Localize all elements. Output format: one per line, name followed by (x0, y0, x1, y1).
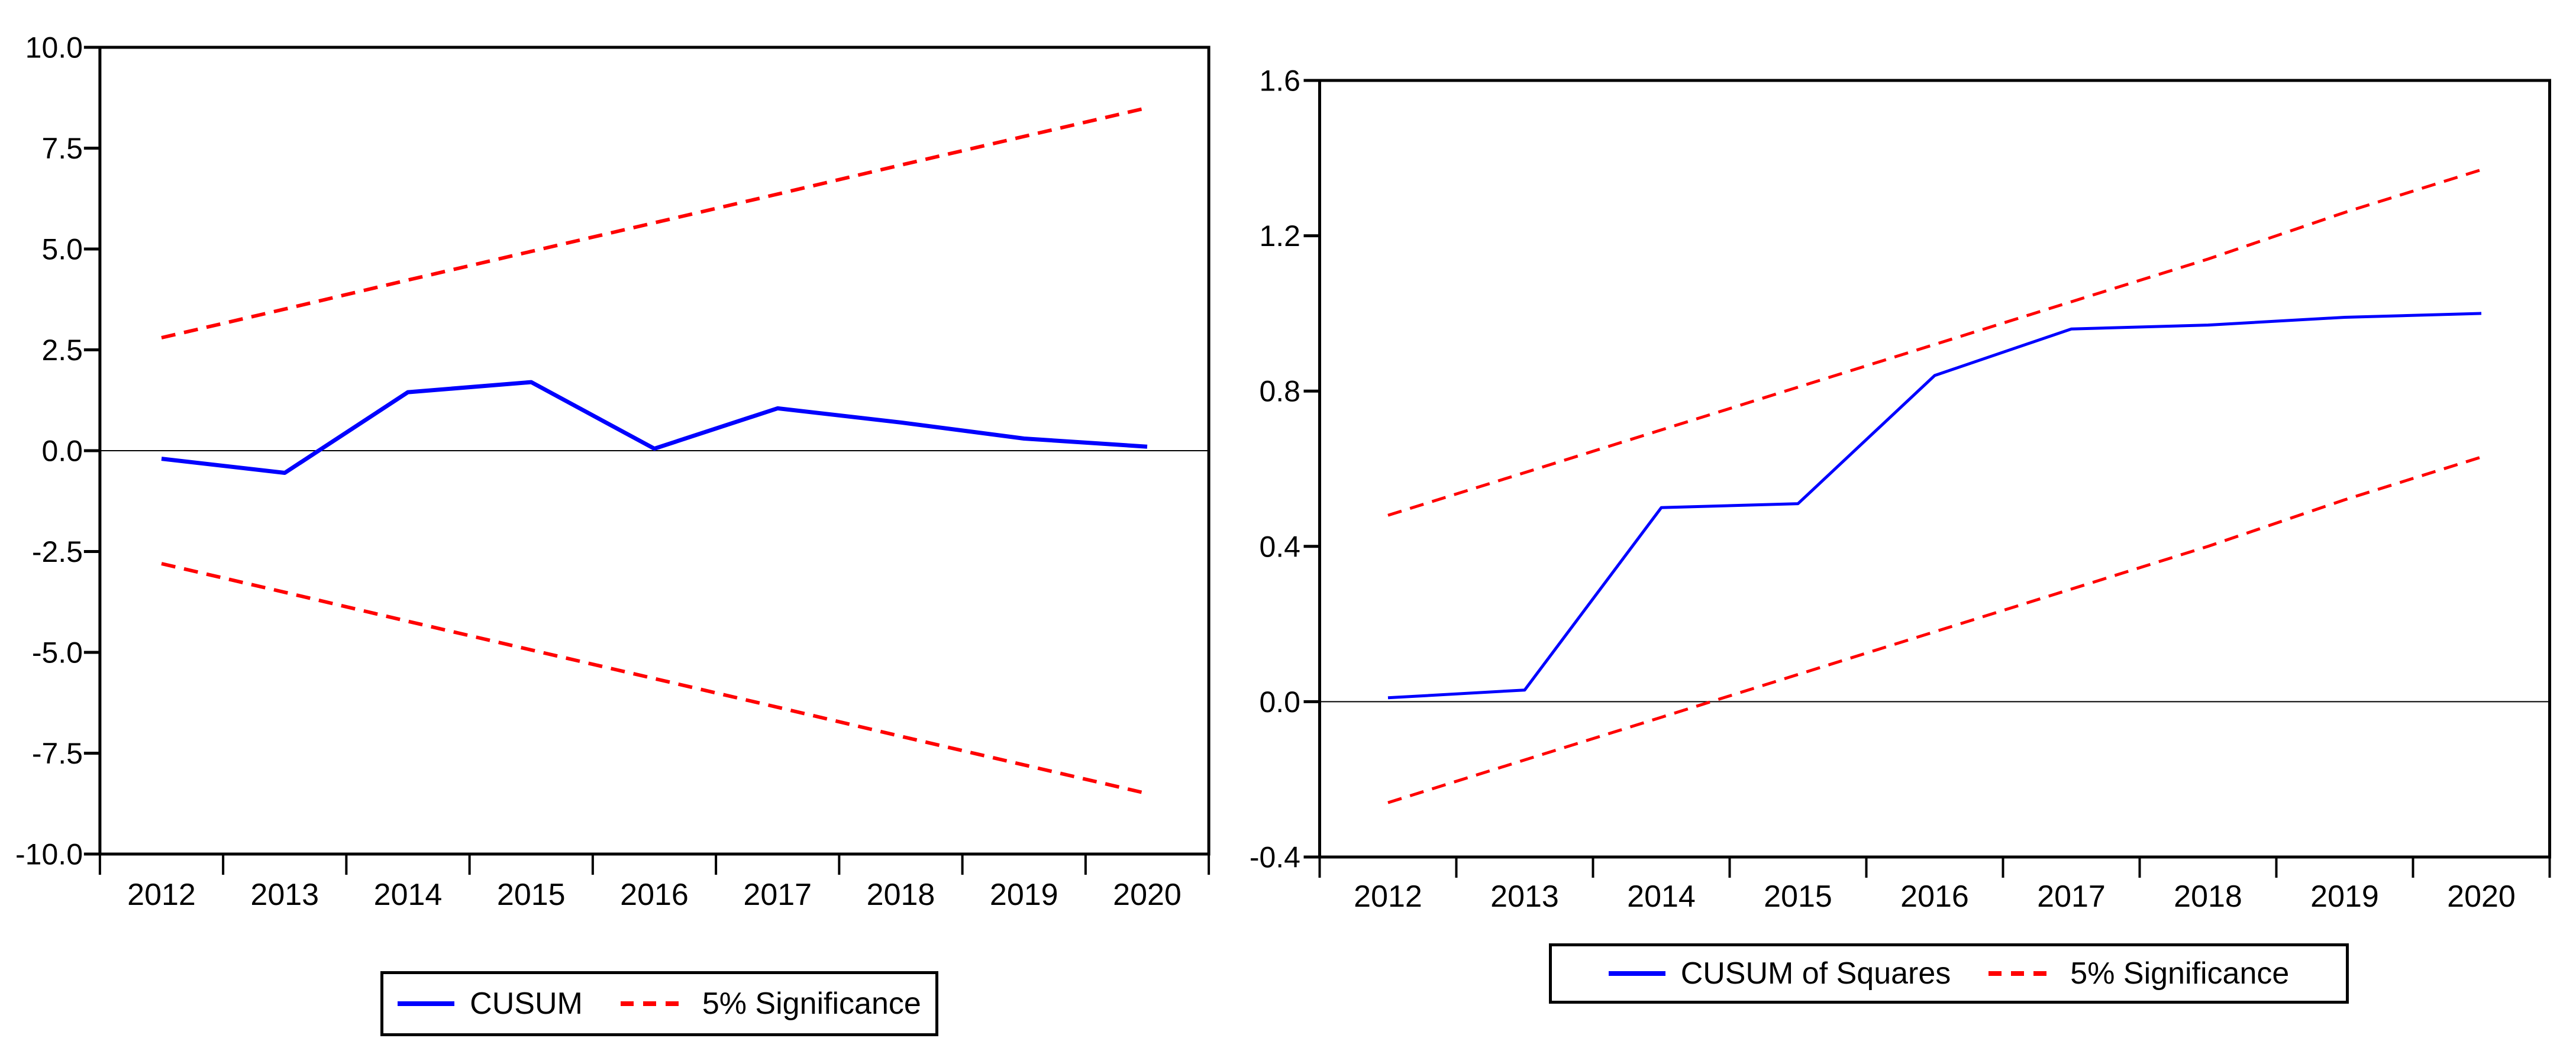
x-tick-label: 2018 (867, 878, 935, 912)
y-tick-label: 0.0 (1259, 685, 1300, 719)
significance-line-swatch-2 (1989, 971, 2055, 976)
significance-legend-item: 5% Significance (620, 986, 921, 1021)
cusum-of-squares-series-0-line (1387, 312, 2482, 700)
cusum-of-squares-y-axis: 1.6 1.2 0.8 0.4 0.0 -0.4 (1250, 64, 1320, 874)
x-tick-label: 2016 (620, 878, 689, 912)
x-tick-label: 2017 (2037, 879, 2106, 914)
cusum-legend-item: CUSUM (398, 986, 583, 1021)
y-tick-label: 1.6 (1259, 64, 1300, 98)
x-tick-label: 2015 (1764, 879, 1832, 914)
cusum-series-1-line (161, 106, 1148, 339)
x-tick-label: 2013 (250, 878, 319, 912)
x-tick-label: 2014 (1627, 879, 1696, 914)
significance-legend-label-2: 5% Significance (2070, 956, 2290, 991)
y-tick-label: -7.5 (32, 737, 83, 770)
cusum-x-axis: 2012 2013 2014 2015 2016 2017 2018 2019 2020 (98, 854, 1210, 912)
cusum-legend: CUSUM 5% Significance (380, 971, 938, 1036)
x-tick-label: 2012 (127, 878, 196, 912)
y-tick-label: -10.0 (15, 838, 83, 871)
x-tick-label: 2015 (497, 878, 566, 912)
x-tick-label: 2020 (2447, 879, 2516, 914)
x-tick-label: 2014 (374, 878, 443, 912)
y-tick-label: -0.4 (1250, 841, 1300, 874)
y-tick-label: 0.0 (41, 435, 83, 468)
y-tick-label: -2.5 (32, 535, 83, 568)
cusum-of-squares-legend: CUSUM of Squares 5% Significance (1549, 943, 2349, 1004)
y-tick-label: 1.2 (1259, 219, 1300, 253)
y-tick-label: 7.5 (41, 132, 83, 165)
y-tick-label: 0.8 (1259, 375, 1300, 408)
significance-legend-label: 5% Significance (702, 987, 921, 1021)
y-tick-label: 2.5 (41, 334, 83, 367)
x-tick-label: 2016 (1900, 879, 1969, 914)
cusum-of-squares-x-axis: 2012 2013 2014 2015 2016 2017 2018 2019 2020 (1318, 857, 2551, 914)
cusum-of-squares-series-1-line (1387, 168, 2482, 517)
y-tick-label: 0.4 (1259, 530, 1300, 563)
x-tick-label: 2019 (2310, 879, 2379, 914)
significance-legend-item-2: 5% Significance (1989, 956, 2289, 991)
y-tick-label: -5.0 (32, 636, 83, 670)
x-tick-label: 2018 (2174, 879, 2242, 914)
x-tick-label: 2013 (1490, 879, 1559, 914)
cusum-y-axis: 10.0 7.5 5.0 2.5 0.0 -2.5 -5.0 -7.5 -10.0 (15, 31, 100, 871)
cusum-of-squares-legend-label: CUSUM of Squares (1680, 956, 1951, 991)
y-tick-label: 5.0 (41, 233, 83, 266)
cusum-of-squares-legend-item: CUSUM of Squares (1608, 956, 1951, 991)
cusum-of-squares-series-2-line (1387, 455, 2482, 804)
cusum-series-0-line (161, 380, 1148, 475)
x-tick-label: 2017 (743, 878, 812, 912)
x-tick-label: 2012 (1354, 879, 1422, 914)
x-tick-label: 2019 (990, 878, 1058, 912)
y-tick-label: 10.0 (25, 31, 83, 64)
cusum-legend-label: CUSUM (470, 987, 583, 1021)
significance-line-swatch (620, 1001, 687, 1006)
cusum-line-swatch (398, 1001, 455, 1006)
cusum-of-squares-line-swatch (1608, 971, 1665, 976)
cusum-series-2-line (161, 562, 1148, 795)
x-tick-label: 2020 (1113, 878, 1182, 912)
cusum-of-squares-plot-frame (1318, 79, 2551, 859)
